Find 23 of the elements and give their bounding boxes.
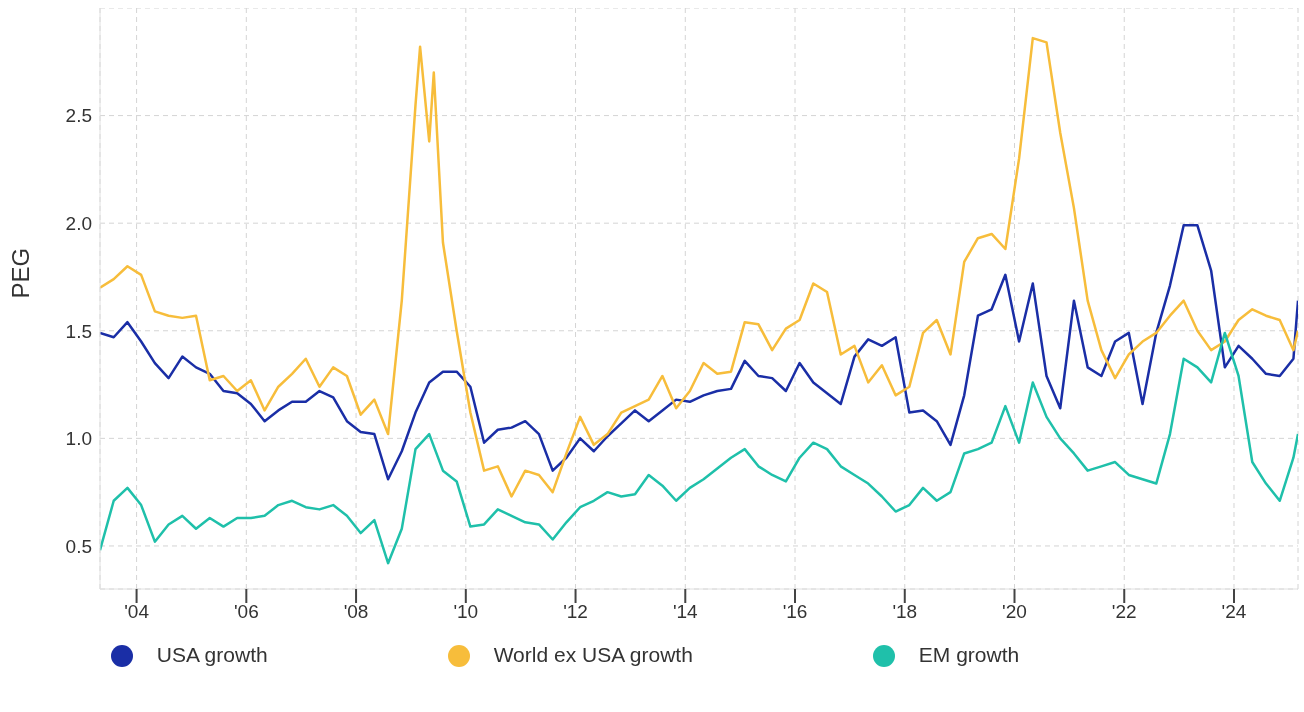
x-tick-label: '14 bbox=[672, 601, 699, 623]
y-tick-label: 1.0 bbox=[65, 428, 92, 450]
x-tick-label: '24 bbox=[1221, 601, 1247, 623]
x-tick-label: '10 bbox=[453, 601, 479, 623]
x-tick-label: '16 bbox=[782, 601, 808, 623]
x-tick-label: '22 bbox=[1111, 601, 1137, 623]
y-axis-title: PEG bbox=[6, 247, 34, 299]
y-tick-label: 0.5 bbox=[65, 535, 92, 557]
x-tick-label: '12 bbox=[563, 601, 588, 623]
line-series bbox=[100, 331, 1298, 565]
x-tick-label: '08 bbox=[343, 601, 369, 623]
line-series bbox=[100, 36, 1298, 498]
legend-label: USA growth bbox=[156, 643, 268, 666]
x-tick-label: '18 bbox=[892, 601, 918, 623]
line-series bbox=[100, 224, 1298, 481]
y-tick-label: 2.5 bbox=[65, 105, 92, 127]
legend-label: World ex USA growth bbox=[493, 643, 693, 666]
x-tick-label: '06 bbox=[233, 601, 259, 623]
x-tick-label: '04 bbox=[124, 601, 150, 623]
legend-label: EM growth bbox=[918, 643, 1020, 666]
y-tick-label: 2.0 bbox=[65, 212, 92, 234]
y-tick-label: 1.5 bbox=[65, 320, 92, 342]
x-tick-label: '20 bbox=[1002, 601, 1027, 623]
